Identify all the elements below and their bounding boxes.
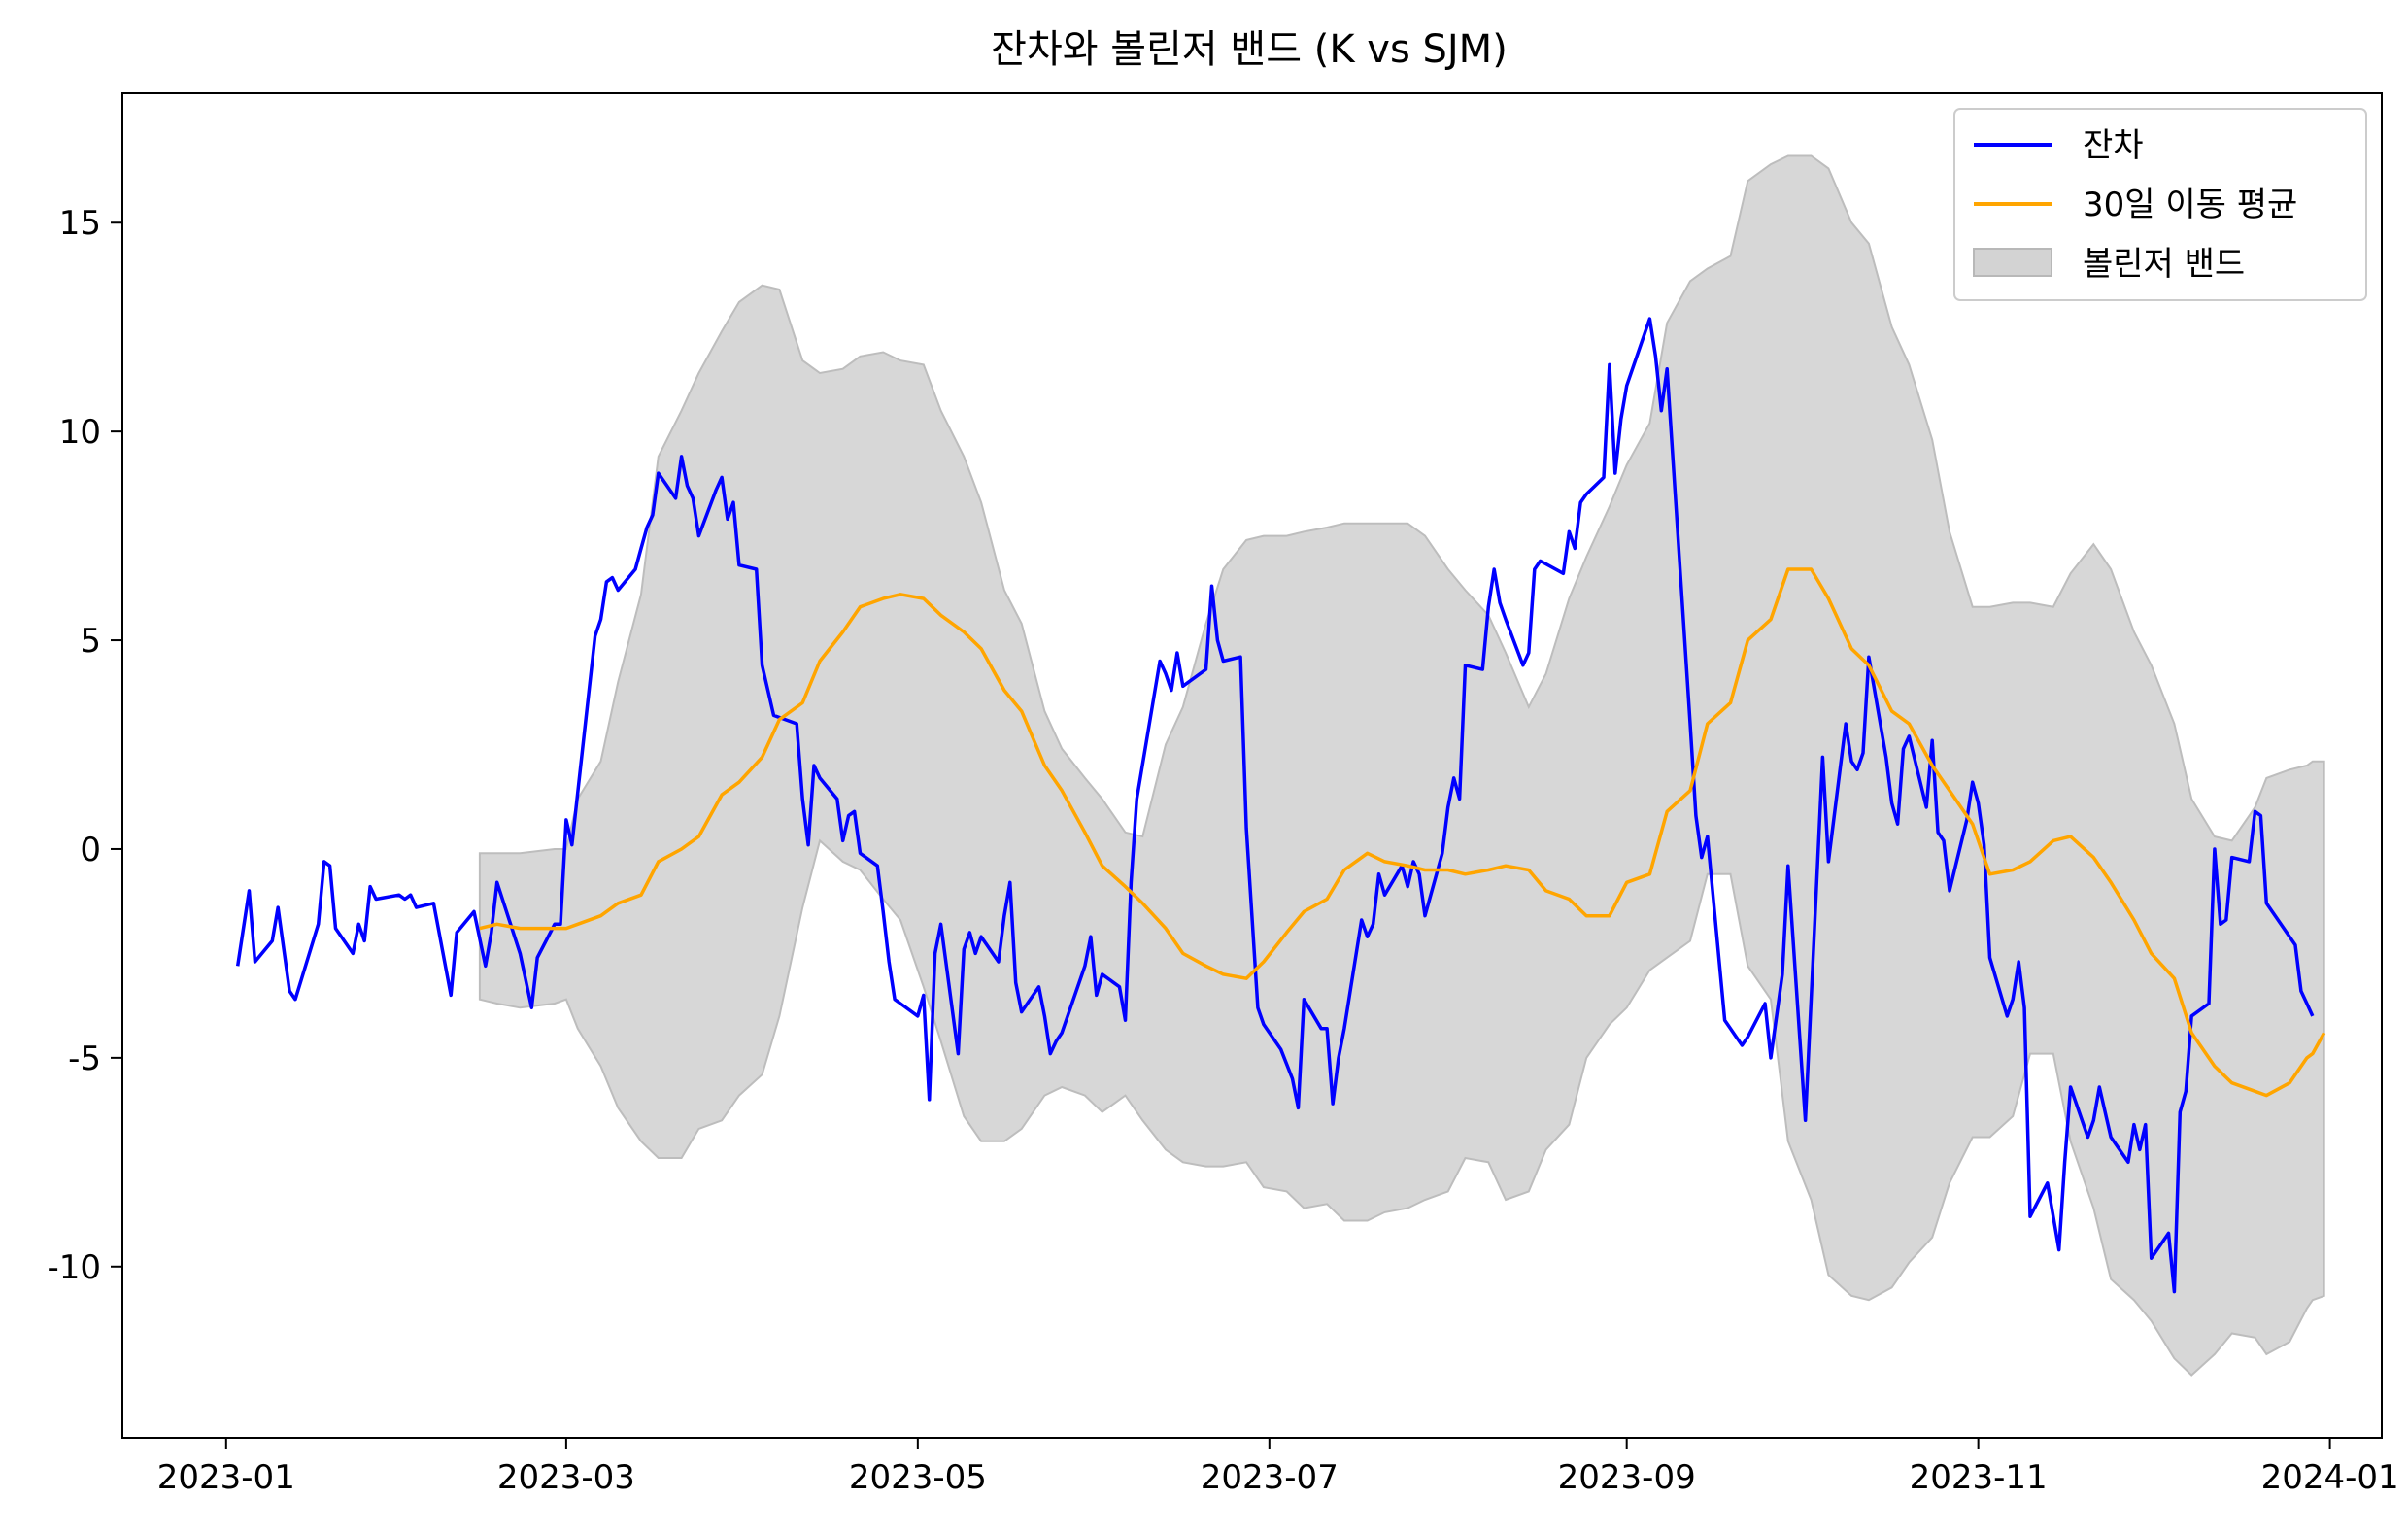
x-axis: 2023-01 2023-03 2023-05 2023-07 2023-09 2023-… (157, 1438, 2399, 1497)
y-tick-label: 10 (59, 413, 101, 452)
moving-average-line (479, 567, 2326, 1098)
x-tick-label: 2023-11 (1910, 1458, 2048, 1497)
chart-title: 잔차와 볼린저 밴드 (K vs SJM) (991, 27, 1508, 72)
y-tick-label: 15 (59, 204, 101, 243)
legend-label-band: 볼린저 밴드 (2083, 245, 2245, 284)
y-tick-label: -5 (68, 1039, 101, 1078)
y-tick-label: 5 (80, 622, 101, 661)
x-tick-label: 2023-05 (849, 1458, 987, 1497)
legend-label-ma: 30일 이동 평균 (2083, 186, 2297, 224)
y-axis: -10 -5 0 5 10 15 (47, 204, 122, 1287)
plot-frame (121, 92, 2383, 1439)
legend: 잔차 30일 이동 평균 볼린저 밴드 (1953, 108, 2367, 301)
x-tick-label: 2023-07 (1201, 1458, 1339, 1497)
x-tick-label: 2023-09 (1558, 1458, 1696, 1497)
x-tick-label: 2023-01 (157, 1458, 295, 1497)
residual-line (235, 317, 2315, 1294)
legend-box (1953, 108, 2367, 301)
legend-band-swatch (1973, 248, 2052, 277)
plot-area (235, 154, 2326, 1377)
bollinger-band-area (478, 154, 2325, 1377)
x-tick-label: 2024-01 (2261, 1458, 2399, 1497)
legend-label-residual: 잔차 (2083, 126, 2144, 165)
y-tick-label: -10 (47, 1248, 101, 1287)
y-tick-label: 0 (80, 831, 101, 869)
x-tick-label: 2023-03 (497, 1458, 635, 1497)
